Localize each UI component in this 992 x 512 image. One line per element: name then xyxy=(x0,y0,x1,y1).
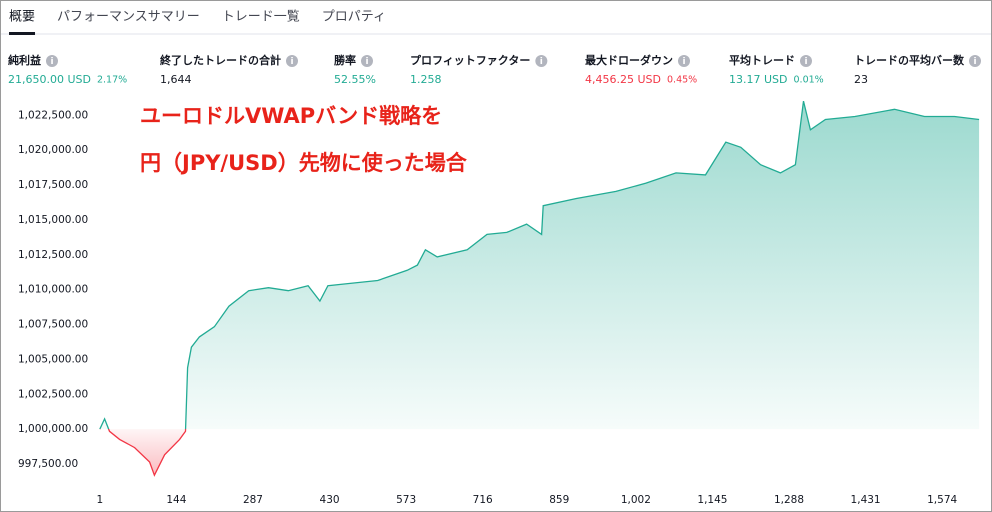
stat-label: プロフィットファクター xyxy=(410,53,530,67)
stat-value: 23 xyxy=(854,73,868,86)
info-icon[interactable] xyxy=(800,55,812,67)
x-tick-label: 716 xyxy=(473,494,493,506)
x-tick-label: 859 xyxy=(549,494,569,506)
equity-area xyxy=(99,101,980,476)
info-icon[interactable] xyxy=(535,55,548,67)
y-tick-label: 1,010,000.00 xyxy=(18,284,88,296)
y-tick-label: 1,012,500.00 xyxy=(18,249,88,261)
x-tick-label: 144 xyxy=(166,494,186,506)
y-tick-label: 1,007,500.00 xyxy=(18,319,88,331)
stat-label: 最大ドローダウン xyxy=(585,53,673,67)
stat-value: 1,644 xyxy=(160,73,192,86)
stat-value: 13.17 USD xyxy=(729,73,788,86)
x-tick-label: 1,145 xyxy=(697,494,727,506)
stat-pct: 0.01% xyxy=(794,75,824,86)
x-tick-label: 287 xyxy=(243,494,263,506)
x-tick-label: 1,431 xyxy=(851,494,881,506)
active-tab-underline xyxy=(9,32,36,35)
x-tick-label: 1,288 xyxy=(774,494,804,506)
info-icon[interactable] xyxy=(678,55,690,67)
stat-label: 平均トレード xyxy=(729,53,795,67)
stat-label: トレードの平均バー数 xyxy=(854,53,965,67)
stat-label: 勝率 xyxy=(334,53,356,67)
y-tick-label: 997,500.00 xyxy=(18,458,78,470)
y-tick-label: 1,020,000.00 xyxy=(18,144,88,156)
info-icon-glyph: i xyxy=(365,57,368,67)
tab[interactable]: プロパティ xyxy=(322,10,386,25)
x-tick-label: 1,574 xyxy=(927,494,957,506)
x-tick-label: 430 xyxy=(320,494,340,506)
tab[interactable]: 概要 xyxy=(9,10,35,25)
y-tick-label: 1,022,500.00 xyxy=(18,109,88,121)
x-tick-label: 573 xyxy=(396,494,416,506)
y-tick-label: 1,017,500.00 xyxy=(18,179,88,191)
info-icon-glyph: i xyxy=(682,57,685,67)
stat-value: 21,650.00 USD xyxy=(8,73,91,86)
x-tick-label: 1 xyxy=(96,494,103,506)
annotation: 円（JPY/USD）先物に使った場合 xyxy=(140,151,468,175)
info-icon-glyph: i xyxy=(290,57,293,67)
info-icon[interactable] xyxy=(286,55,298,67)
x-tick-label: 1,002 xyxy=(621,494,651,506)
info-icon[interactable] xyxy=(361,55,373,67)
stat-value: 1.258 xyxy=(410,73,442,86)
annotation: ユーロドルVWAPバンド戦略を xyxy=(140,104,442,128)
y-tick-label: 1,015,000.00 xyxy=(18,214,88,226)
stat-label: 終了したトレードの合計 xyxy=(160,53,281,67)
info-icon-glyph: i xyxy=(804,57,807,67)
info-icon-glyph: i xyxy=(50,57,53,67)
stat-pct: 0.45% xyxy=(667,75,697,86)
stat-value: 4,456.25 USD xyxy=(585,73,661,86)
info-icon[interactable] xyxy=(46,55,58,67)
info-icon-glyph: i xyxy=(540,57,543,67)
tab[interactable]: パフォーマンスサマリー xyxy=(57,10,200,25)
equity-line xyxy=(99,100,980,477)
info-icon-glyph: i xyxy=(973,57,976,67)
y-tick-label: 1,005,000.00 xyxy=(18,353,88,365)
info-icon[interactable] xyxy=(969,55,981,67)
tab[interactable]: トレード一覧 xyxy=(222,9,300,25)
stat-label: 純利益 xyxy=(8,53,41,67)
y-tick-label: 1,002,500.00 xyxy=(18,388,88,400)
stat-pct: 2.17% xyxy=(97,75,127,86)
stat-value: 52.55% xyxy=(334,73,376,86)
y-tick-label: 1,000,000.00 xyxy=(18,423,88,435)
